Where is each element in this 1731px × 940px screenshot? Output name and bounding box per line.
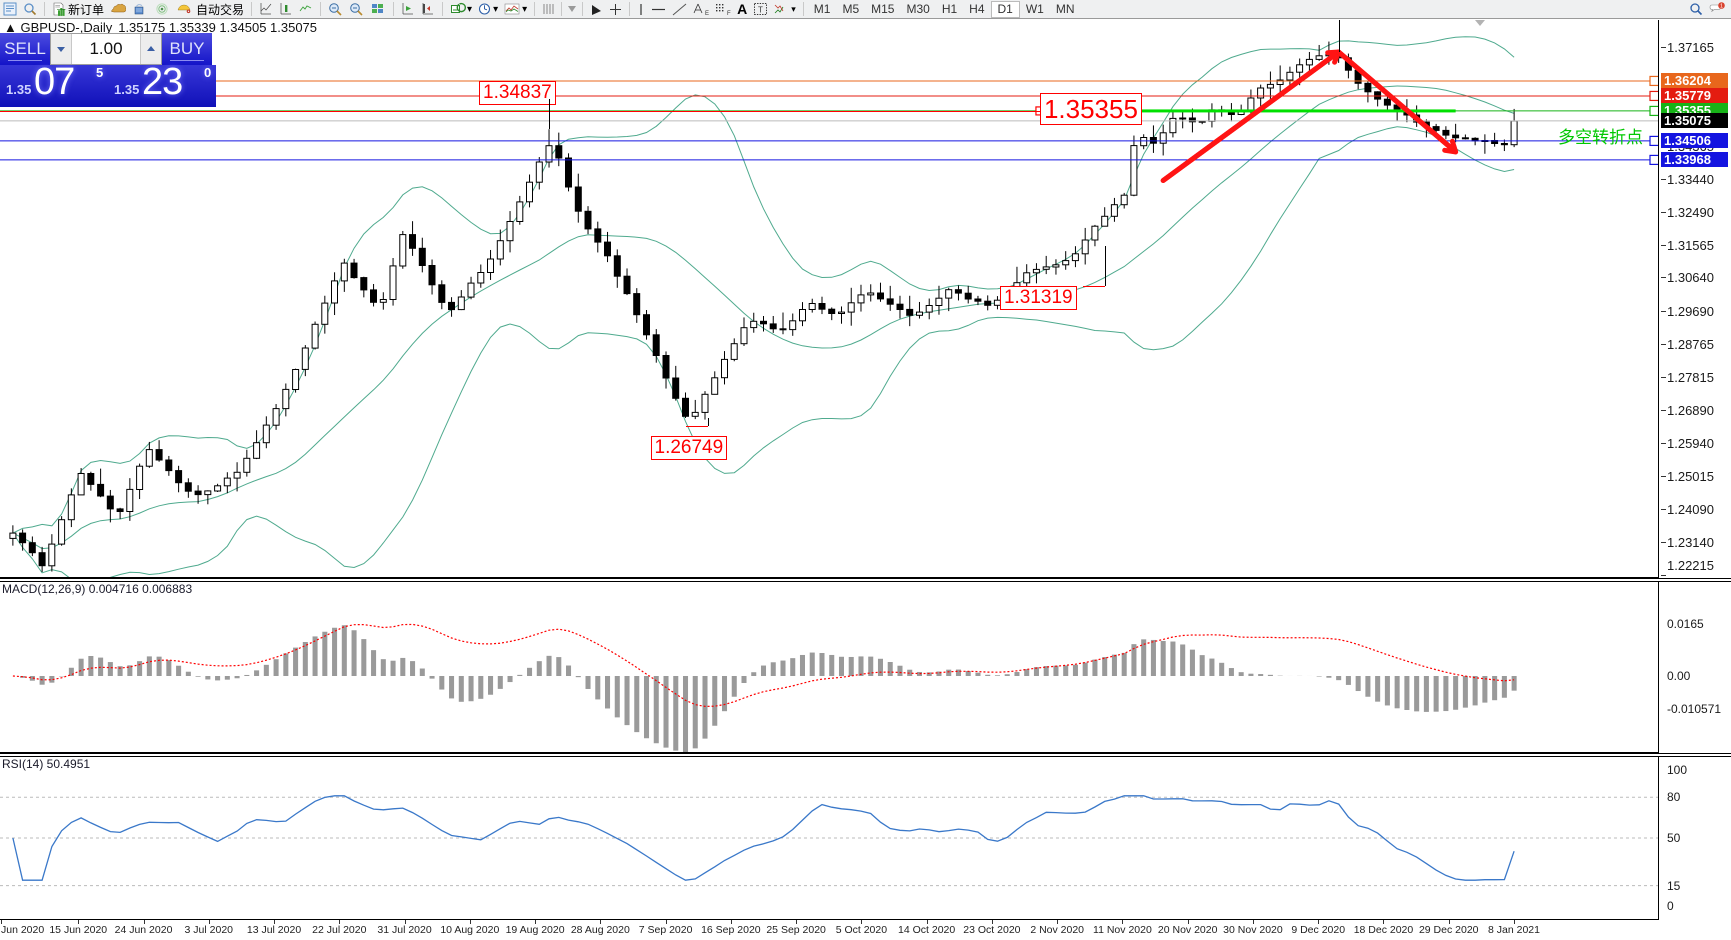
svg-text:F: F (727, 11, 731, 16)
svg-text:E: E (705, 11, 709, 16)
svg-text:1: 1 (1720, 3, 1723, 9)
svg-text:T: T (758, 5, 763, 14)
